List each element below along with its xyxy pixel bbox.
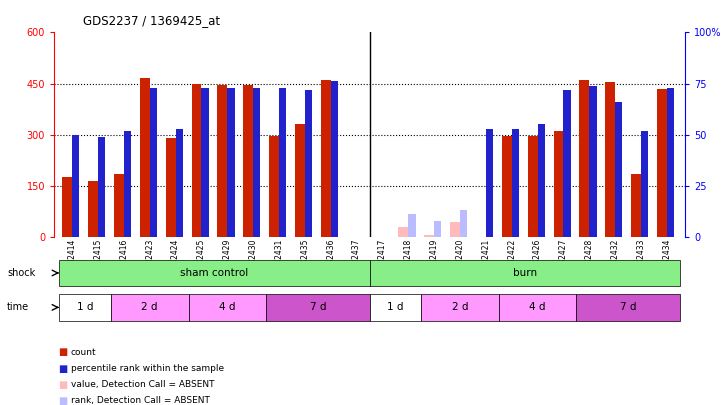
Text: 1 d: 1 d — [387, 303, 404, 312]
Bar — [641, 130, 648, 237]
Bar — [269, 136, 279, 237]
Bar — [111, 294, 188, 320]
Bar — [201, 87, 208, 237]
Bar — [369, 294, 421, 320]
Bar — [615, 102, 622, 237]
Text: 1 d: 1 d — [77, 303, 93, 312]
Bar — [399, 227, 408, 237]
Bar — [88, 181, 98, 237]
Bar — [176, 128, 183, 237]
Bar — [150, 87, 157, 237]
Bar — [331, 81, 338, 237]
Bar — [528, 136, 538, 237]
Bar — [227, 87, 234, 237]
Bar — [657, 89, 667, 237]
Bar — [369, 260, 680, 286]
Text: percentile rank within the sample: percentile rank within the sample — [71, 364, 224, 373]
Text: 2 d: 2 d — [452, 303, 468, 312]
Text: GDS2237 / 1369425_at: GDS2237 / 1369425_at — [83, 14, 220, 27]
Bar — [188, 294, 266, 320]
Bar — [580, 80, 589, 237]
Bar — [421, 294, 499, 320]
Bar — [124, 130, 131, 237]
Text: ■: ■ — [58, 364, 67, 373]
Text: ■: ■ — [58, 380, 67, 390]
Bar — [166, 138, 176, 237]
Bar — [450, 222, 460, 237]
Bar — [589, 85, 596, 237]
Bar — [192, 83, 201, 237]
Bar — [434, 221, 441, 237]
Bar — [253, 87, 260, 237]
Bar — [279, 87, 286, 237]
Bar — [667, 87, 674, 237]
Bar — [72, 134, 79, 237]
Text: value, Detection Call = ABSENT: value, Detection Call = ABSENT — [71, 380, 214, 389]
Bar — [563, 90, 570, 237]
Bar — [408, 214, 415, 237]
Text: 7 d: 7 d — [620, 303, 637, 312]
Bar — [266, 294, 369, 320]
Bar — [59, 260, 369, 286]
Bar — [59, 294, 111, 320]
Bar — [321, 80, 331, 237]
Text: burn: burn — [513, 268, 536, 278]
Bar — [305, 90, 312, 237]
Bar — [486, 128, 493, 237]
Bar — [114, 174, 124, 237]
Bar — [460, 210, 467, 237]
Bar — [554, 131, 563, 237]
Bar — [218, 85, 227, 237]
Bar — [576, 294, 680, 320]
Text: 4 d: 4 d — [219, 303, 236, 312]
Bar — [140, 79, 150, 237]
Text: 2 d: 2 d — [141, 303, 158, 312]
Bar — [631, 174, 641, 237]
Bar — [606, 82, 615, 237]
Text: 4 d: 4 d — [529, 303, 546, 312]
Bar — [499, 294, 576, 320]
Bar — [502, 136, 512, 237]
Bar — [295, 124, 305, 237]
Bar — [512, 128, 519, 237]
Text: ■: ■ — [58, 396, 67, 405]
Bar — [243, 85, 253, 237]
Bar — [62, 177, 72, 237]
Text: ■: ■ — [58, 347, 67, 357]
Text: time: time — [7, 303, 30, 312]
Bar — [98, 137, 105, 237]
Text: count: count — [71, 348, 97, 357]
Bar — [538, 124, 545, 237]
Text: shock: shock — [7, 268, 35, 278]
Bar — [425, 235, 434, 237]
Text: sham control: sham control — [180, 268, 249, 278]
Text: rank, Detection Call = ABSENT: rank, Detection Call = ABSENT — [71, 396, 210, 405]
Text: 7 d: 7 d — [309, 303, 326, 312]
